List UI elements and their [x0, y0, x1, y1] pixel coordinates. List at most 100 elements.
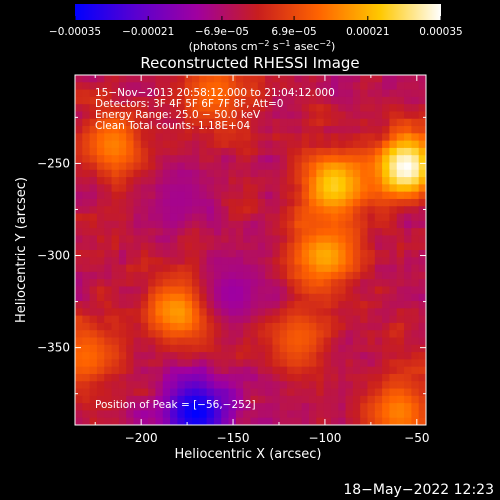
heatmap-cell	[257, 191, 266, 200]
heatmap-cell	[309, 388, 317, 397]
heatmap-cell	[126, 410, 135, 419]
heatmap-cell	[184, 250, 193, 258]
heatmap-cell	[243, 235, 252, 244]
heatmap-cell	[162, 82, 171, 91]
heatmap-cell	[396, 381, 405, 390]
heatmap-cell	[301, 315, 310, 324]
heatmap-cell	[75, 271, 83, 280]
heatmap-cell	[170, 235, 178, 244]
heatmap-cell	[250, 366, 259, 375]
heatmap-cell	[323, 381, 332, 390]
heatmap-cell	[294, 264, 303, 273]
heatmap-cell	[287, 352, 295, 360]
heatmap-cell	[75, 118, 83, 127]
heatmap-cell	[213, 198, 222, 207]
heatmap-cell	[184, 118, 193, 127]
heatmap-cell	[177, 308, 186, 317]
heatmap-cell	[330, 104, 339, 113]
heatmap-cell	[206, 359, 215, 368]
heatmap-cell	[89, 366, 98, 375]
heatmap-cell	[148, 257, 157, 266]
heatmap-cell	[206, 403, 215, 412]
heatmap-cell	[389, 147, 398, 156]
heatmap-cell	[352, 184, 361, 193]
heatmap-cell	[345, 366, 354, 375]
heatmap-cell	[265, 344, 274, 353]
heatmap-cell	[294, 403, 303, 412]
y-tick-label: −250	[37, 156, 70, 170]
heatmap-cell	[228, 228, 237, 237]
heatmap-cell	[411, 388, 420, 397]
heatmap-cell	[411, 198, 420, 207]
heatmap-cell	[323, 177, 332, 185]
heatmap-cell	[155, 352, 164, 360]
heatmap-cell	[235, 257, 244, 266]
heatmap-cell	[96, 271, 105, 280]
heatmap-cell	[367, 366, 376, 375]
heatmap-cell	[162, 293, 171, 302]
heatmap-cell	[199, 162, 208, 171]
heatmap-cell	[199, 235, 208, 244]
heatmap-cell	[330, 257, 339, 266]
heatmap-cell	[75, 395, 83, 404]
heatmap-cell	[345, 133, 354, 142]
heatmap-cell	[184, 286, 193, 295]
heatmap-cell	[352, 366, 361, 375]
heatmap-cell	[126, 293, 135, 302]
heatmap-cell	[301, 191, 310, 200]
heatmap-cell	[96, 89, 105, 98]
heatmap-cell	[367, 410, 376, 419]
heatmap-cell	[323, 213, 332, 222]
heatmap-cell	[411, 184, 420, 193]
heatmap-cell	[199, 147, 208, 156]
heatmap-cell	[111, 373, 120, 382]
heatmap-cell	[192, 279, 200, 288]
heatmap-cell	[89, 271, 98, 280]
heatmap-cell	[330, 118, 339, 127]
heatmap-cell	[345, 169, 354, 178]
heatmap-cell	[118, 264, 127, 273]
heatmap-cell	[206, 337, 215, 346]
heatmap-cell	[250, 140, 259, 149]
heatmap-cell	[301, 104, 310, 113]
heatmap-cell	[389, 198, 398, 207]
heatmap-cell	[235, 388, 244, 397]
heatmap-cell	[206, 271, 215, 280]
heatmap-cell	[367, 126, 376, 134]
heatmap-cell	[96, 366, 105, 375]
heatmap-cell	[345, 264, 354, 273]
heatmap-cell	[418, 104, 426, 113]
heatmap-cell	[301, 220, 310, 229]
heatmap-cell	[316, 228, 325, 237]
heatmap-cell	[330, 315, 339, 324]
heatmap-cell	[221, 206, 230, 215]
heatmap-cell	[272, 191, 281, 200]
heatmap-cell	[199, 126, 208, 134]
heatmap-cell	[382, 395, 391, 404]
heatmap-cell	[279, 388, 288, 397]
heatmap-cell	[316, 410, 325, 419]
heatmap-cell	[104, 395, 113, 404]
heatmap-cell	[104, 162, 113, 171]
heatmap-cell	[323, 75, 332, 83]
heatmap-cell	[75, 104, 83, 113]
heatmap-cell	[352, 177, 361, 185]
heatmap-cell	[148, 417, 157, 425]
heatmap-cell	[294, 111, 303, 120]
heatmap-cell	[235, 395, 244, 404]
heatmap-cell	[82, 184, 91, 193]
heatmap-cell	[352, 213, 361, 222]
heatmap-cell	[330, 75, 339, 83]
heatmap-cell	[330, 126, 339, 134]
heatmap-cell	[243, 271, 252, 280]
heatmap-cell	[155, 257, 164, 266]
heatmap-cell	[389, 250, 398, 258]
heatmap-cell	[111, 89, 120, 98]
heatmap-cell	[367, 89, 376, 98]
heatmap-cell	[257, 352, 266, 360]
heatmap-cell	[221, 162, 230, 171]
heatmap-cell	[367, 330, 376, 339]
heatmap-cell	[148, 206, 157, 215]
heatmap-cell	[140, 410, 149, 419]
heatmap-cell	[323, 388, 332, 397]
